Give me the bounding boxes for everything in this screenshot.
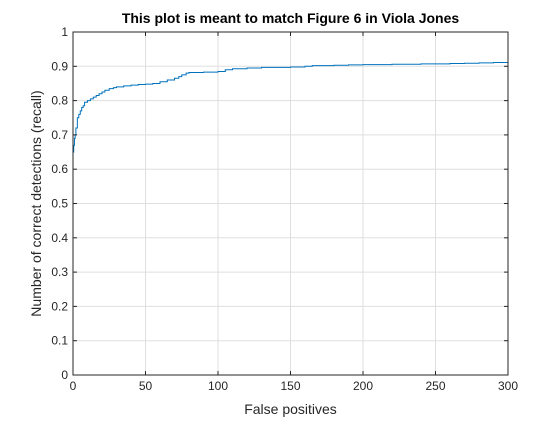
y-tick-label: 0 [61, 368, 68, 382]
y-tick-label: 0.5 [51, 197, 68, 211]
y-tick-label: 0.2 [51, 299, 68, 313]
x-tick-label: 250 [425, 379, 445, 393]
y-tick-label: 0.8 [51, 94, 68, 108]
y-tick-label: 1 [61, 25, 68, 39]
x-tick-label: 0 [70, 379, 77, 393]
chart-title: This plot is meant to match Figure 6 in … [122, 10, 460, 26]
y-axis-ticks: 0 0.1 0.2 0.3 0.4 0.5 0.6 0.7 0.8 0.9 1 [51, 25, 508, 382]
series-layer [73, 62, 509, 153]
x-tick-label: 200 [353, 379, 373, 393]
x-axis-label: False positives [244, 401, 337, 417]
y-tick-label: 0.4 [51, 231, 68, 245]
series-line [73, 62, 509, 153]
x-tick-label: 150 [280, 379, 300, 393]
x-tick-label: 50 [139, 379, 153, 393]
x-tick-label: 100 [208, 379, 228, 393]
x-axis-ticks: 0 50 100 150 200 250 300 [70, 32, 518, 393]
y-tick-label: 0.1 [51, 334, 68, 348]
y-axis-label: Number of correct detections (recall) [28, 90, 44, 316]
y-tick-label: 0.9 [51, 59, 68, 73]
x-tick-label: 300 [498, 379, 518, 393]
y-tick-label: 0.6 [51, 162, 68, 176]
y-tick-label: 0.3 [51, 265, 68, 279]
y-tick-label: 0.7 [51, 128, 68, 142]
